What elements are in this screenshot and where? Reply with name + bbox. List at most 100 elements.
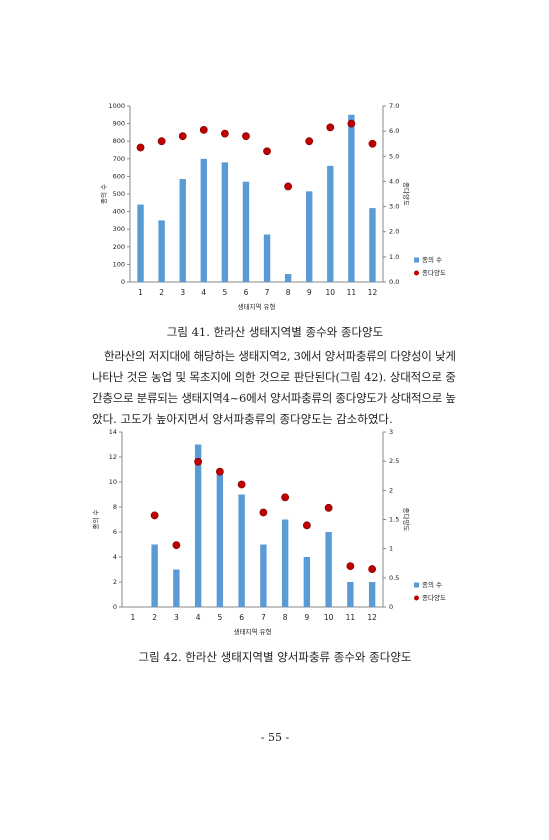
dot — [346, 562, 355, 571]
x-tick-label: 11 — [347, 288, 357, 297]
bar — [137, 204, 144, 282]
x-tick-label: 1 — [130, 613, 135, 622]
bar — [348, 114, 355, 282]
y2-tick-label: 0.0 — [389, 278, 399, 286]
dot — [237, 480, 246, 489]
y-tick-label: 700 — [113, 155, 125, 163]
x-tick-label: 5 — [222, 288, 227, 297]
dot — [263, 147, 271, 156]
y-tick-label: 14 — [109, 428, 117, 436]
dot — [157, 137, 166, 146]
bar — [368, 582, 376, 607]
bar — [158, 220, 165, 282]
y-tick-label: 10 — [109, 478, 117, 486]
bar — [347, 582, 354, 607]
bar — [325, 532, 332, 607]
dot — [220, 129, 229, 138]
y2-tick-label: 4.0 — [389, 177, 399, 185]
dot — [281, 493, 290, 502]
x-axis-title: 생태지역 유형 — [238, 302, 276, 311]
y2-tick-label: 2.5 — [389, 457, 399, 465]
y-tick-label: 0 — [113, 603, 117, 611]
y-tick-label: 600 — [113, 172, 125, 180]
y-tick-label: 100 — [113, 260, 125, 268]
y2-tick-label: 0 — [389, 603, 393, 611]
paragraph-line: 한라산의 저지대에 해당하는 생태지역2, 3에서 양서파충류의 다양성이 낮게 — [104, 349, 456, 363]
y2-tick-label: 1 — [389, 545, 393, 553]
y2-axis-title: 종다양도 — [402, 182, 411, 206]
legend-label: 종다양도 — [422, 268, 446, 277]
x-tick-label: 5 — [217, 613, 222, 622]
x-tick-label: 7 — [261, 613, 266, 622]
x-tick-label: 8 — [286, 288, 291, 297]
x-tick-label: 4 — [196, 613, 201, 622]
y-tick-label: 0 — [121, 278, 125, 286]
dot — [199, 125, 208, 134]
dot — [150, 511, 159, 520]
dot — [172, 541, 181, 550]
dot — [347, 119, 356, 128]
bar — [238, 494, 245, 607]
y2-tick-label: 2.0 — [389, 228, 399, 236]
y-tick-label: 500 — [113, 190, 125, 198]
y2-tick-label: 1.0 — [389, 253, 399, 261]
bar — [260, 544, 267, 607]
x-tick-label: 9 — [304, 613, 309, 622]
legend-swatch — [414, 257, 419, 263]
legend-swatch — [414, 270, 419, 276]
bar — [284, 274, 292, 282]
bar — [200, 158, 207, 282]
x-tick-label: 11 — [346, 613, 356, 622]
dot — [368, 139, 377, 148]
legend-swatch — [414, 582, 419, 588]
x-tick-label: 9 — [307, 288, 312, 297]
page-number: - 55 - — [261, 731, 290, 744]
y2-axis-title: 종다양도 — [402, 508, 411, 532]
dot — [242, 132, 250, 141]
y-tick-label: 4 — [113, 553, 117, 561]
paragraph-line: 았다. 고도가 높아지면서 양서파충류의 종다양도는 감소하였다. — [92, 412, 393, 426]
y-tick-label: 1000 — [108, 102, 125, 110]
y-tick-label: 200 — [113, 243, 125, 251]
bar — [194, 444, 202, 607]
bar — [281, 519, 289, 607]
bar — [327, 165, 334, 282]
x-axis-title: 생태지역 유형 — [234, 627, 272, 636]
y-axis-title: 종의 수 — [91, 509, 100, 529]
dot — [178, 132, 187, 141]
y-tick-label: 2 — [113, 578, 117, 586]
legend-label: 종의 수 — [422, 255, 442, 264]
bar — [216, 469, 224, 607]
x-tick-label: 3 — [174, 613, 179, 622]
dot — [326, 123, 335, 132]
bar — [151, 544, 158, 607]
dot — [284, 182, 293, 191]
y2-tick-label: 2 — [389, 486, 393, 494]
y2-tick-label: 5.0 — [389, 152, 399, 160]
y-tick-label: 800 — [113, 137, 125, 145]
dot — [302, 521, 311, 530]
dot — [305, 137, 314, 146]
y2-tick-label: 1.5 — [389, 516, 399, 524]
bar — [303, 557, 311, 607]
y-tick-label: 300 — [113, 225, 125, 233]
legend-label: 종다양도 — [422, 593, 446, 602]
legend-label: 종의 수 — [422, 580, 442, 589]
x-tick-label: 6 — [244, 288, 249, 297]
dot — [259, 508, 268, 517]
x-tick-label: 6 — [239, 613, 244, 622]
y-axis-title: 종의 수 — [99, 184, 108, 204]
bar — [221, 162, 229, 282]
y2-tick-label: 0.5 — [389, 574, 399, 582]
dot — [215, 467, 224, 476]
bar — [306, 191, 313, 282]
y-tick-label: 12 — [109, 453, 117, 461]
bar — [242, 181, 250, 282]
dot — [136, 143, 145, 152]
x-tick-label: 8 — [283, 613, 288, 622]
paragraph-line: 나타난 것은 농업 및 목초지에 의한 것으로 판단된다(그림 42). 상대적… — [92, 370, 456, 384]
y-tick-label: 8 — [113, 503, 117, 511]
dot — [194, 457, 203, 466]
